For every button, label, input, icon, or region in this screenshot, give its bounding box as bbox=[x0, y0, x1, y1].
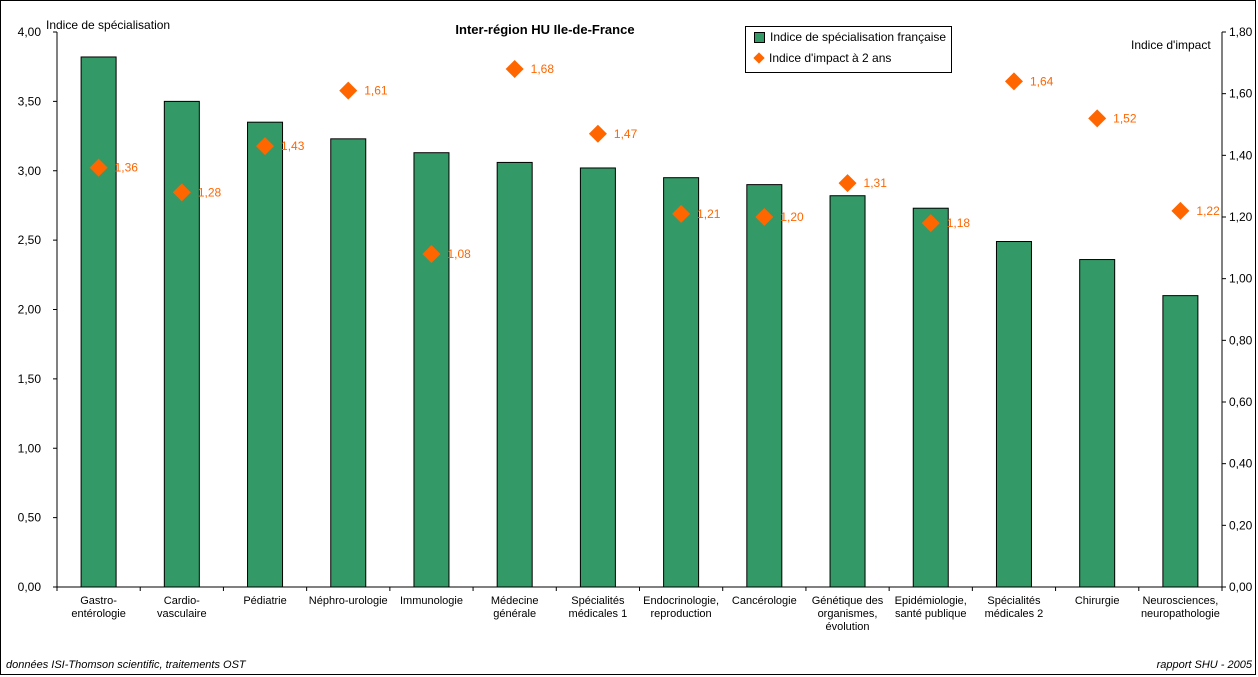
impact-data-label: 1,31 bbox=[864, 176, 888, 190]
impact-point bbox=[1088, 109, 1107, 128]
right-tick-label: 1,80 bbox=[1229, 25, 1253, 39]
bar bbox=[163, 100, 200, 588]
impact-point bbox=[588, 124, 607, 143]
impact-data-label: 1,20 bbox=[780, 210, 804, 224]
x-tick-label: Gastro-entérologie bbox=[71, 595, 125, 620]
bar bbox=[579, 167, 616, 588]
right-tick-label: 1,60 bbox=[1229, 87, 1253, 101]
impact-point bbox=[89, 158, 108, 177]
legend-diamond-swatch bbox=[753, 52, 765, 64]
impact-data-label: 1,36 bbox=[115, 161, 139, 175]
bar bbox=[829, 195, 866, 588]
right-tick-label: 0,20 bbox=[1229, 518, 1253, 532]
impact-point bbox=[1004, 72, 1023, 91]
impact-data-label: 1,52 bbox=[1113, 111, 1137, 125]
left-tick-label: 3,00 bbox=[18, 164, 42, 178]
impact-data-label: 1,08 bbox=[447, 247, 471, 261]
bar bbox=[80, 56, 117, 588]
x-tick-label: Chirurgie bbox=[1075, 595, 1120, 607]
impact-point bbox=[672, 204, 691, 223]
impact-point bbox=[256, 137, 275, 156]
impact-point bbox=[172, 183, 191, 202]
legend-item-markers: Indice d'impact à 2 ans bbox=[753, 51, 892, 65]
x-tick-label: Epidémiologie, santé publique bbox=[895, 595, 967, 620]
impact-point bbox=[1171, 201, 1190, 220]
left-tick-label: 1,00 bbox=[18, 441, 42, 455]
x-tick-label: Neurosciences, neuropathologie bbox=[1141, 595, 1220, 620]
impact-data-label: 1,68 bbox=[531, 62, 555, 76]
right-tick-label: 0,80 bbox=[1229, 333, 1253, 347]
bar bbox=[247, 121, 284, 588]
chart-title: Inter-région HU Ile-de-France bbox=[455, 22, 635, 37]
left-tick-label: 2,00 bbox=[18, 303, 42, 317]
x-tick-label: Médecine générale bbox=[491, 595, 539, 620]
x-tick-label: Néphro-urologie bbox=[309, 595, 388, 607]
impact-point bbox=[755, 208, 774, 226]
x-tick-label: Pédiatrie bbox=[243, 595, 286, 607]
bar bbox=[746, 184, 783, 588]
bar bbox=[1079, 259, 1116, 588]
bar bbox=[1162, 295, 1199, 588]
right-tick-label: 1,40 bbox=[1229, 148, 1253, 162]
impact-point bbox=[505, 60, 524, 78]
bar bbox=[496, 161, 533, 588]
right-tick-label: 1,00 bbox=[1229, 272, 1253, 286]
bar bbox=[912, 207, 949, 588]
impact-point bbox=[422, 245, 441, 263]
report-note: rapport SHU - 2005 bbox=[1156, 659, 1252, 671]
x-tick-label: Spécialités médicales 1 bbox=[569, 595, 628, 620]
right-axis-label: Indice d'impact bbox=[1131, 38, 1211, 52]
bar bbox=[413, 152, 450, 588]
left-tick-label: 1,50 bbox=[18, 372, 42, 386]
left-tick-label: 3,50 bbox=[18, 94, 42, 108]
legend-bar-swatch bbox=[754, 31, 765, 43]
bar bbox=[663, 177, 700, 588]
right-tick-label: 1,20 bbox=[1229, 210, 1253, 224]
impact-point bbox=[838, 174, 857, 193]
impact-point bbox=[921, 214, 940, 233]
left-tick-label: 0,00 bbox=[18, 580, 42, 594]
impact-data-label: 1,43 bbox=[281, 139, 305, 153]
x-tick-label: Spécialités médicales 2 bbox=[985, 595, 1044, 620]
impact-data-label: 1,64 bbox=[1030, 74, 1054, 88]
x-tick-label: Endocrinologie, reproduction bbox=[643, 595, 719, 620]
legend: Indice de spécialisation française Indic… bbox=[745, 26, 952, 73]
right-tick-label: 0,60 bbox=[1229, 395, 1253, 409]
impact-point bbox=[339, 81, 358, 100]
impact-data-label: 1,22 bbox=[1196, 204, 1220, 218]
x-tick-label: Génétique des organismes, évolution bbox=[812, 595, 884, 633]
right-tick-label: 0,00 bbox=[1229, 580, 1253, 594]
left-axis-label: Indice de spécialisation bbox=[46, 18, 171, 32]
x-tick-label: Immunologie bbox=[400, 595, 463, 607]
bar bbox=[330, 138, 367, 588]
legend-bar-label: Indice de spécialisation française bbox=[770, 30, 947, 44]
impact-data-label: 1,47 bbox=[614, 127, 638, 141]
source-note: données ISI-Thomson scientific, traiteme… bbox=[6, 659, 246, 671]
left-tick-label: 2,50 bbox=[18, 233, 42, 247]
impact-data-label: 1,28 bbox=[198, 185, 222, 199]
left-tick-label: 0,50 bbox=[18, 511, 42, 525]
impact-data-label: 1,61 bbox=[364, 84, 388, 98]
x-tick-label: Cancérologie bbox=[732, 595, 797, 607]
impact-data-label: 1,18 bbox=[947, 216, 971, 230]
left-tick-label: 4,00 bbox=[18, 25, 42, 39]
right-tick-label: 0,40 bbox=[1229, 457, 1253, 471]
legend-item-bars: Indice de spécialisation française bbox=[754, 30, 946, 44]
bar bbox=[995, 241, 1032, 588]
legend-marker-label: Indice d'impact à 2 ans bbox=[769, 51, 892, 65]
x-tick-label: Cardio-vasculaire bbox=[157, 595, 207, 620]
impact-data-label: 1,21 bbox=[697, 207, 721, 221]
